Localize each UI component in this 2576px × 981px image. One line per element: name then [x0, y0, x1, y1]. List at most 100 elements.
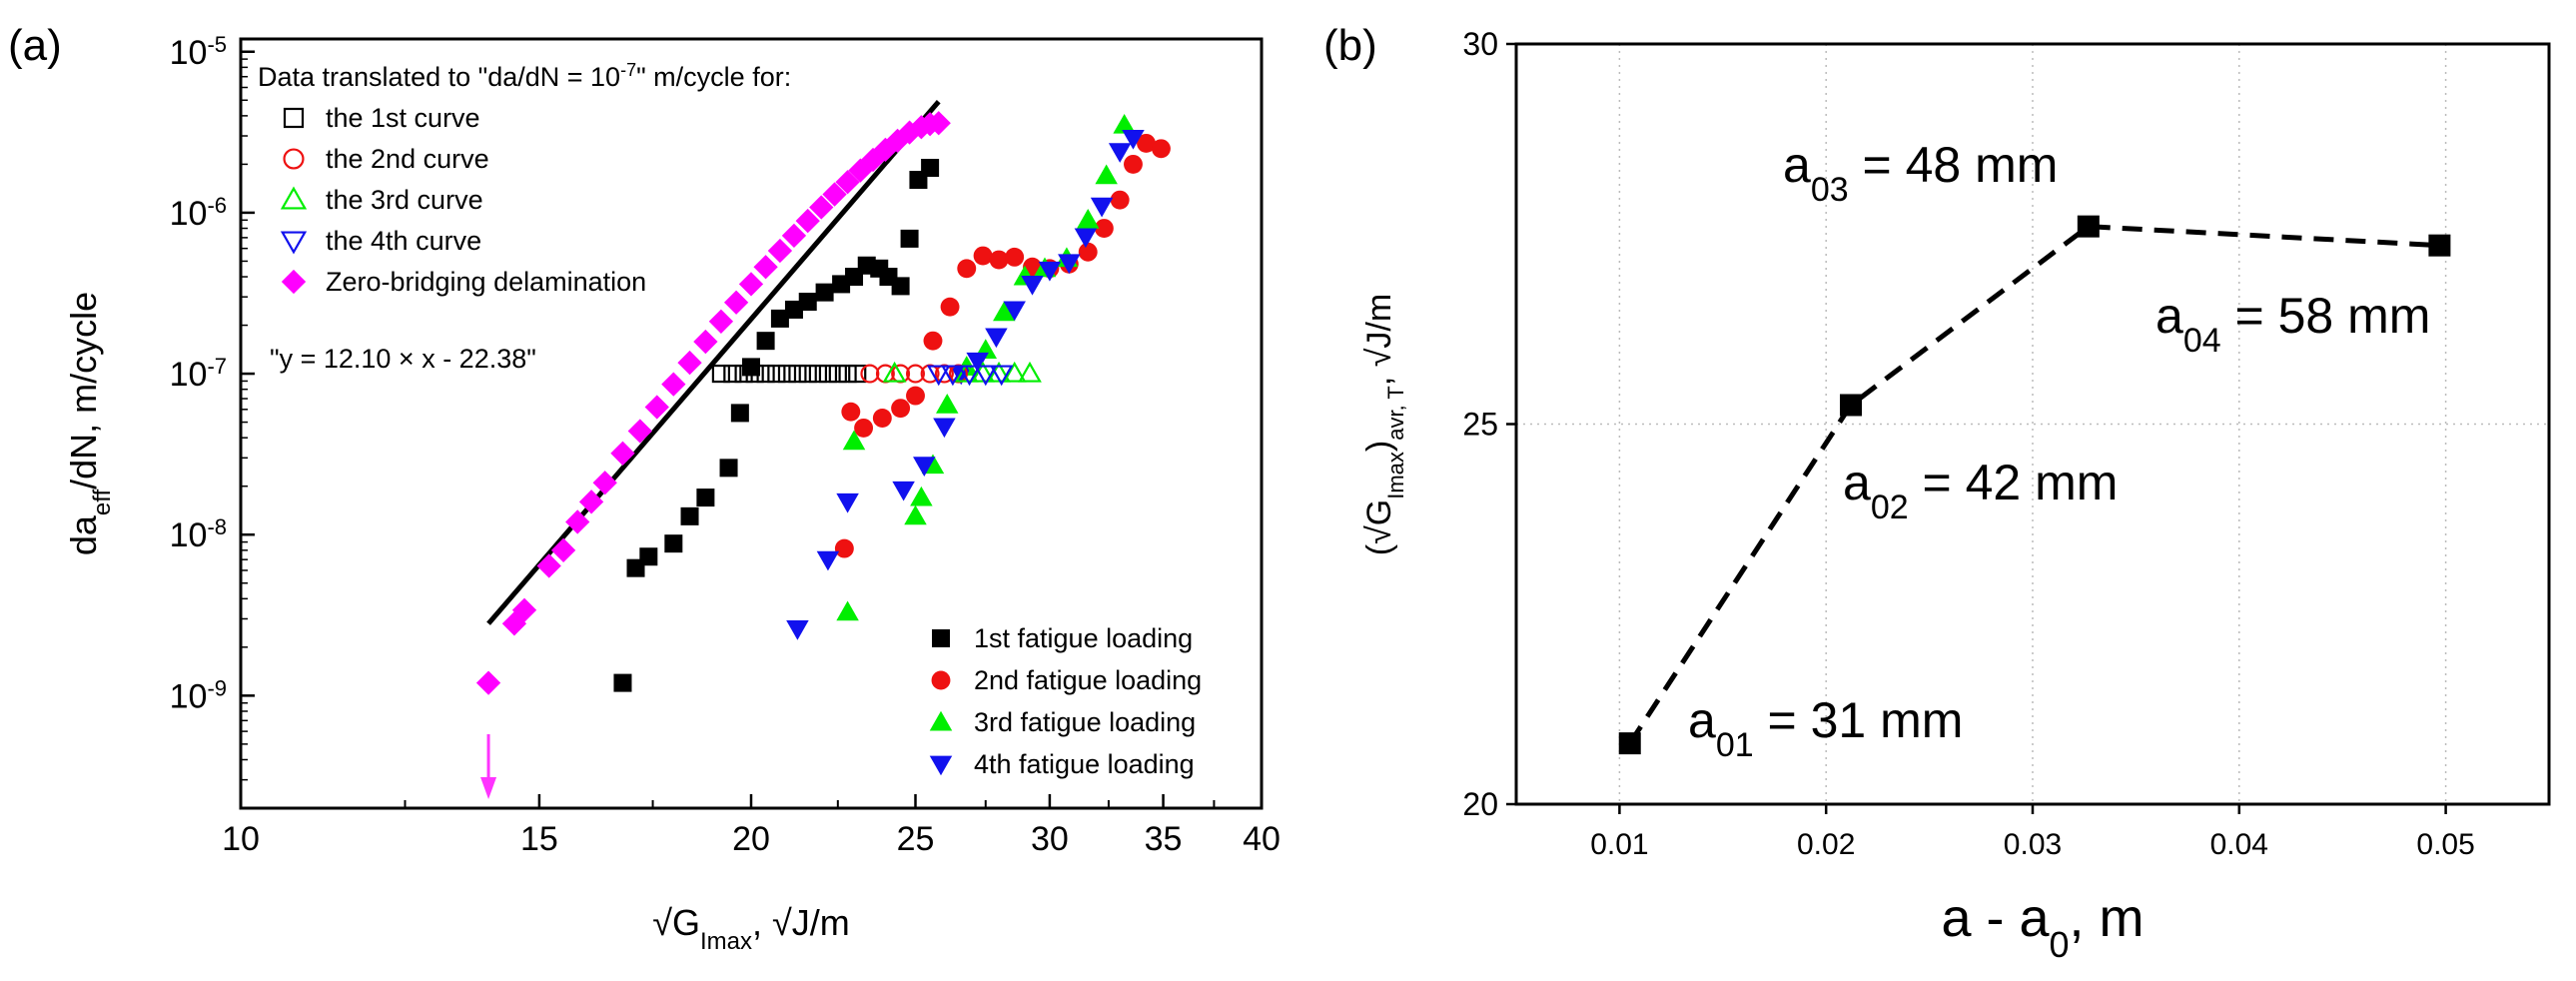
point-4th-fatigue-loading: [1074, 228, 1098, 249]
point-4th-fatigue-loading: [966, 352, 989, 373]
point-the-1st-curve: [848, 364, 867, 384]
plot-a-xtick-label: 30: [1031, 820, 1069, 858]
legend-title-pre: Data translated to "da/dN = 10: [258, 62, 620, 92]
point-4th-fatigue-loading: [933, 418, 956, 439]
point-label-a03: a03 = 48 mm: [1783, 137, 2058, 209]
plot-b-xtick-label: 0.01: [1590, 828, 1648, 861]
plot-b-ylabel: (√GImax)avr, T, √J/m: [1360, 294, 1408, 555]
point-the-1st-curve: [838, 364, 857, 384]
point-the-1st-curve: [808, 364, 828, 384]
point-the-3rd-curve: [882, 361, 907, 383]
point-1st-fatigue-loading: [639, 547, 658, 566]
point-zero-bridging-delamination: [753, 255, 778, 280]
point-zero-bridging-delamination: [627, 419, 652, 444]
point-zero-bridging-delamination: [767, 238, 793, 264]
plot-b-ylabel-mid: ): [1360, 441, 1398, 452]
point-zero-bridging-delamination: [926, 111, 951, 136]
point-3rd-fatigue-loading: [842, 430, 866, 451]
point-zero-bridging-delamination: [550, 537, 576, 562]
point-2nd-fatigue-loading: [957, 259, 977, 279]
point-the-1st-curve: [767, 364, 786, 384]
legend-marker-the-4th-curve: [280, 231, 308, 255]
point-crack-length: [2428, 234, 2451, 257]
legend-fatigue-markers: [929, 629, 953, 776]
legend-entry-zero-bridging: Zero-bridging delamination: [326, 267, 646, 297]
legend-entry-3rd-curve: the 3rd curve: [326, 185, 483, 215]
point-zero-bridging-delamination: [565, 509, 590, 534]
plot-b-ylabel-pre: (√G: [1360, 499, 1398, 555]
point-4th-fatigue-loading: [1038, 261, 1062, 282]
point-1st-fatigue-loading: [770, 309, 789, 328]
point-zero-bridging-delamination: [661, 372, 686, 397]
plot-a-xtick-label: 35: [1145, 820, 1183, 858]
point-4th-fatigue-loading: [892, 481, 915, 501]
point-the-1st-curve: [723, 364, 742, 384]
legend-marker-the-3rd-curve: [280, 186, 308, 210]
plot-b-ticks: 0.01 0.02 0.03 0.04 0.05 20 25 30: [1462, 26, 2474, 861]
series-4th-fatigue-loading: [786, 129, 1145, 640]
point-label-a02-pre: a: [1843, 455, 1871, 510]
point-the-4th-curve: [926, 365, 951, 387]
point-zero-bridging-delamination: [693, 329, 718, 355]
point-2nd-fatigue-loading: [834, 538, 854, 558]
plot-a-markers: [475, 111, 1171, 695]
point-label-a01-sub: 01: [1716, 726, 1754, 764]
plot-b-xlabel: a - a0, m: [1941, 888, 2144, 965]
plot-a-xlabel-sub: Imax: [700, 928, 752, 955]
point-the-2nd-curve: [860, 364, 880, 384]
legend-title-exp: -7: [620, 60, 636, 80]
point-2nd-fatigue-loading: [1124, 154, 1143, 174]
point-label-a03-sub: 03: [1811, 171, 1849, 209]
point-3rd-fatigue-loading: [1076, 209, 1100, 229]
plot-b-ytick-label: 25: [1462, 407, 1498, 443]
fit-equation-label: "y = 12.10 × x - 22.38": [270, 344, 536, 374]
plot-b-xtick-label: 0.04: [2210, 828, 2268, 861]
point-zero-bridging-delamination: [835, 170, 860, 195]
plot-a-ticks: 10 15 20 25 30 35 40 10-9 10-8 10-7 10-6 10-5: [170, 31, 1281, 858]
point-2nd-fatigue-loading: [906, 386, 925, 406]
point-4th-fatigue-loading: [1003, 301, 1026, 322]
plot-a-ytick-label: 10-9: [170, 675, 227, 716]
point-4th-fatigue-loading: [1122, 129, 1145, 150]
point-label-a04-pre: a: [2155, 288, 2183, 344]
point-label-a01: a01 = 31 mm: [1688, 692, 1963, 764]
point-zero-bridging-delamination: [610, 441, 635, 466]
point-4th-fatigue-loading: [836, 492, 859, 513]
point-label-a02-post: = 42 mm: [1909, 455, 2119, 510]
legend-marker-4th-fatigue-loading: [929, 755, 953, 776]
plot-b-ylabel-sub2: avr, T: [1383, 386, 1408, 441]
point-2nd-fatigue-loading: [973, 246, 993, 266]
plot-b-ylabel-sub1: Imax: [1383, 452, 1408, 499]
legend-entry-3rd-fatigue: 3rd fatigue loading: [974, 707, 1196, 737]
legend-marker-1st-fatigue-loading: [932, 629, 950, 647]
series-zero-bridging-delamination: [475, 111, 951, 695]
point-3rd-fatigue-loading: [910, 486, 933, 506]
panel-b-label: (b): [1323, 21, 1377, 70]
point-3rd-fatigue-loading: [836, 600, 859, 621]
series-2nd-fatigue-loading: [834, 133, 1171, 558]
point-zero-bridging-delamination: [592, 471, 617, 495]
legend-translated-markers: [280, 107, 308, 295]
point-label-a03-post: = 48 mm: [1849, 137, 2059, 193]
plot-b-xtick-label: 0.02: [1797, 828, 1855, 861]
point-zero-bridging-delamination: [644, 395, 669, 420]
point-2nd-fatigue-loading: [1005, 247, 1025, 267]
point-2nd-fatigue-loading: [1110, 190, 1130, 210]
legend-entry-2nd-fatigue: 2nd fatigue loading: [974, 665, 1202, 695]
point-2nd-fatigue-loading: [854, 418, 874, 438]
legend-title-post: " m/cycle for:: [636, 62, 791, 92]
point-3rd-fatigue-loading: [993, 301, 1016, 322]
point-label-a04-sub: 04: [2183, 322, 2221, 360]
point-the-4th-curve: [973, 365, 998, 387]
plot-b-xtick-label: 0.03: [2004, 828, 2062, 861]
legend-marker-the-1st-curve: [283, 107, 305, 129]
point-the-3rd-curve: [1018, 361, 1042, 383]
legend-translated: Data translated to "da/dN = 10-7" m/cycl…: [258, 60, 791, 297]
plot-b-xlabel-post: , m: [2070, 888, 2145, 948]
legend-fatigue: 1st fatigue loading 2nd fatigue loading …: [929, 623, 1202, 779]
point-4th-fatigue-loading: [1108, 143, 1132, 163]
point-3rd-fatigue-loading: [935, 394, 959, 414]
point-zero-bridging-delamination: [536, 553, 561, 578]
point-crack-length: [1618, 732, 1641, 755]
